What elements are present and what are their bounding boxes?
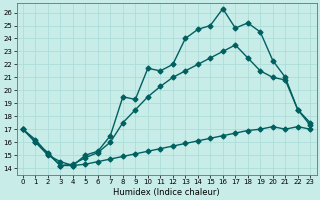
X-axis label: Humidex (Indice chaleur): Humidex (Indice chaleur) <box>113 188 220 197</box>
